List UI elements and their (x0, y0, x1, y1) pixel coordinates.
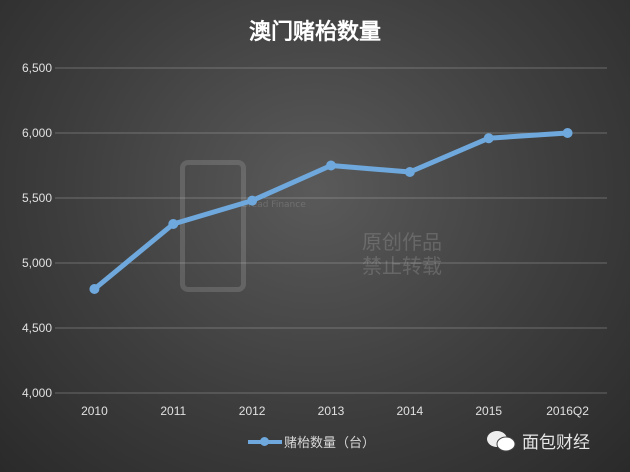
wechat-icon (487, 430, 516, 451)
y-tick-label: 4,000 (22, 386, 52, 400)
x-tick-label: 2010 (81, 404, 108, 418)
x-tick-label: 2014 (397, 404, 424, 418)
watermark-line2: 禁止转载 (362, 254, 442, 278)
x-tick-label: 2016Q2 (546, 404, 589, 418)
brand: 面包财经 (486, 428, 590, 453)
series-line (92, 130, 568, 291)
brand-label: 面包财经 (522, 433, 590, 453)
legend-label: 赌枱数量（台） (284, 436, 376, 451)
data-point (483, 133, 494, 144)
data-point (326, 160, 336, 171)
data-point (562, 128, 573, 138)
y-tick-label: 6,000 (22, 126, 52, 140)
y-tick-label: 5,000 (22, 256, 52, 270)
data-point (89, 284, 100, 294)
x-tick-label: 2012 (239, 404, 266, 418)
legend-line-marker (248, 436, 282, 446)
y-tick-label: 4,500 (22, 321, 52, 335)
watermark-line1: 原创作品 (362, 230, 442, 254)
data-point (168, 219, 179, 229)
data-point (247, 195, 258, 206)
watermark: Bread Finance 原创作品 禁止转载 (180, 160, 480, 292)
y-tick-label: 6,500 (22, 61, 52, 75)
data-point (404, 167, 415, 177)
x-tick-label: 2013 (318, 404, 345, 418)
y-tick-label: 5,500 (22, 191, 52, 205)
x-tick-label: 2015 (475, 404, 502, 418)
x-tick-label: 2011 (160, 404, 186, 418)
chart-title: 澳门赌枱数量 (248, 20, 381, 45)
legend: 赌枱数量（台） (248, 432, 375, 451)
